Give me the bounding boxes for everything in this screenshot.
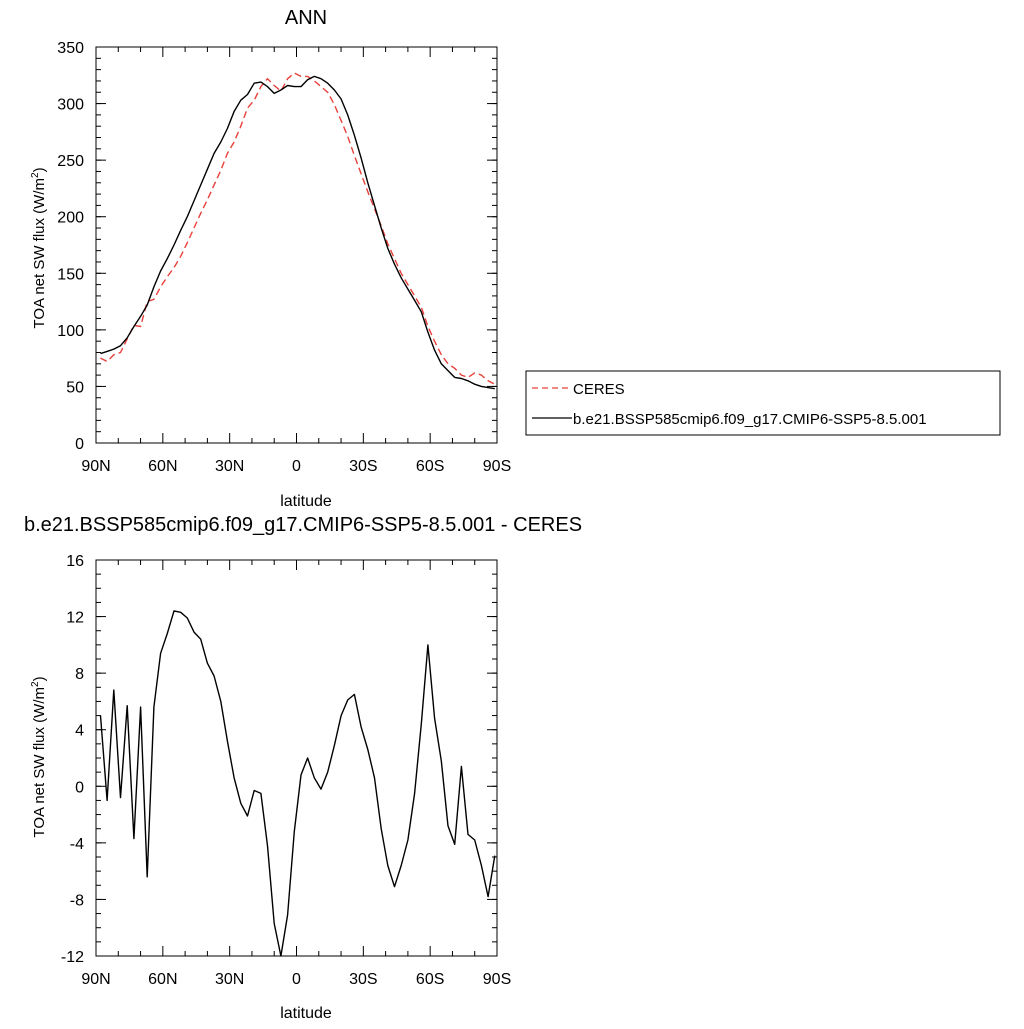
top-series-model-line xyxy=(100,75,495,390)
top-ylabel-text: TOA net SW flux (W/m xyxy=(31,178,48,329)
top-ytick-label: 50 xyxy=(66,379,84,396)
top-axes-group: 90N 60N 30N 0 30S 60S 90S 0 50 100 150 200 250 300 350 xyxy=(57,40,511,475)
bottom-axes-group: 90N 60N 30N 0 30S 60S 90S -12 -8 -4 0 4 8 12 16 xyxy=(61,553,511,988)
bottom-ytick-label: 0 xyxy=(75,779,84,796)
bottom-xtick-label: 30N xyxy=(215,971,244,988)
legend-model-label: b.e21.BSSP585cmip6.f09_g17.CMIP6-SSP5-8.… xyxy=(573,411,927,428)
legend-ceres-label: CERES xyxy=(573,381,625,398)
top-ytick-label: 0 xyxy=(75,436,84,453)
bottom-xtick-label: 0 xyxy=(292,971,301,988)
top-ytick-label: 350 xyxy=(57,40,84,57)
top-series-ceres-line xyxy=(100,72,496,385)
bottom-xtick-label: 30S xyxy=(349,971,377,988)
top-legend: CERES b.e21.BSSP585cmip6.f09_g17.CMIP6-S… xyxy=(525,370,1001,436)
top-plot-frame xyxy=(95,46,498,444)
bottom-series-model-line xyxy=(99,610,496,957)
top-ytick-label: 300 xyxy=(57,97,84,114)
bottom-ytick-label: -4 xyxy=(70,836,84,853)
top-xtick-label: 60S xyxy=(416,458,444,475)
bottom-ylabel-sup: 2 xyxy=(30,681,41,687)
bottom-ytick-label: 4 xyxy=(75,723,84,740)
bottom-ylabel: TOA net SW flux (W/m2) xyxy=(30,676,48,837)
bottom-series-group xyxy=(99,610,496,957)
legend-box xyxy=(525,370,1001,436)
top-ytick-label: 150 xyxy=(57,266,84,283)
top-ylabel: TOA net SW flux (W/m2) xyxy=(30,167,48,328)
top-ytick-label: 200 xyxy=(57,210,84,227)
bottom-ylabel-text: TOA net SW flux (W/m xyxy=(31,687,48,838)
bottom-ytick-label: 8 xyxy=(75,666,84,683)
top-series-group xyxy=(100,72,496,390)
top-ytick-label: 250 xyxy=(57,153,84,170)
bottom-xtick-label: 90S xyxy=(483,971,511,988)
bottom-ytick-label: -8 xyxy=(70,892,84,909)
bottom-plot-frame xyxy=(95,559,498,957)
top-xtick-label: 90N xyxy=(81,458,110,475)
top-xtick-label: 90S xyxy=(483,458,511,475)
top-ylabel-sup: 2 xyxy=(30,172,41,178)
top-xlabel: latitude xyxy=(280,493,332,510)
bottom-xtick-label: 90N xyxy=(81,971,110,988)
top-xtick-label: 30S xyxy=(349,458,377,475)
bottom-ytick-label: 16 xyxy=(66,553,84,570)
top-ylabel-end: ) xyxy=(31,167,48,172)
bottom-xlabel: latitude xyxy=(280,1005,332,1022)
top-xtick-label: 60N xyxy=(148,458,177,475)
top-xtick-label: 0 xyxy=(292,458,301,475)
bottom-ytick-label: -12 xyxy=(61,949,84,966)
bottom-xtick-label: 60S xyxy=(416,971,444,988)
bottom-ylabel-end: ) xyxy=(31,676,48,681)
top-xtick-label: 30N xyxy=(215,458,244,475)
top-title: ANN xyxy=(285,7,327,29)
top-ytick-label: 100 xyxy=(57,323,84,340)
bottom-ytick-label: 12 xyxy=(66,610,84,627)
bottom-xtick-label: 60N xyxy=(148,971,177,988)
bottom-title: b.e21.BSSP585cmip6.f09_g17.CMIP6-SSP5-8.… xyxy=(24,514,582,536)
